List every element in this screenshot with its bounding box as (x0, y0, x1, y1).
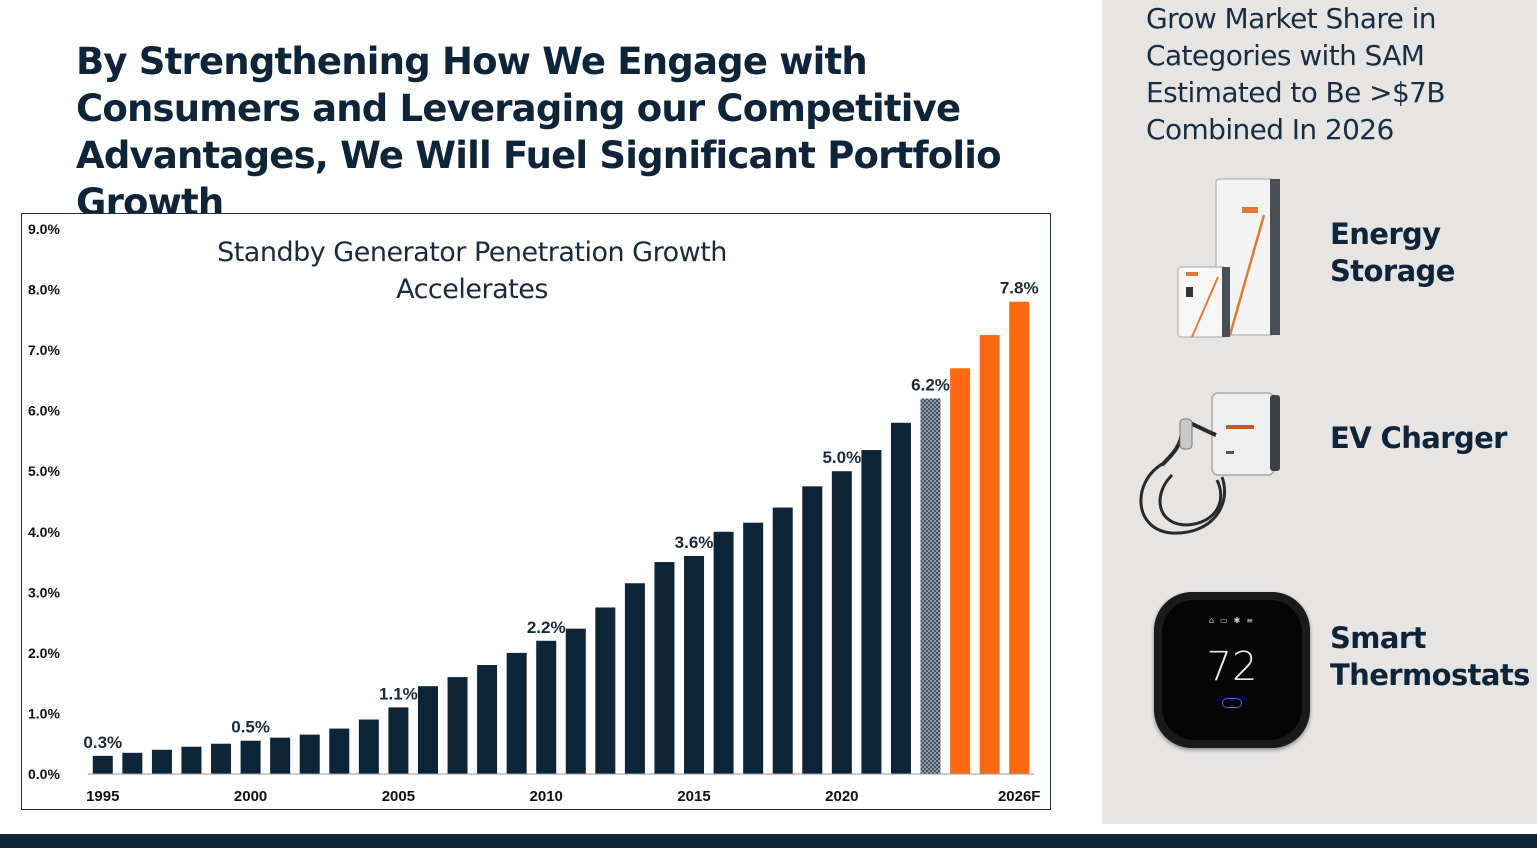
data-label: 2.2% (527, 618, 566, 637)
bar-2026F (1009, 301, 1030, 774)
data-label: 1.1% (379, 684, 418, 703)
data-label: 5.0% (822, 448, 861, 467)
category-smart-thermostats: Smart Thermostats (1330, 621, 1530, 692)
bar-2001 (270, 737, 291, 774)
ev-charger-icon (1139, 392, 1280, 535)
x-tick-label: 2010 (530, 788, 563, 805)
bar-2022 (890, 422, 911, 774)
bar-2018 (772, 507, 793, 774)
x-axis: 1995 2000 2005 2010 2015 2020 2026F (86, 773, 1041, 805)
bar-2024 (950, 368, 971, 774)
bar-2008 (477, 665, 498, 774)
y-tick-label: 9.0% (28, 221, 60, 237)
data-labels: 0.3% 0.5% 1.1% 2.2% 3.6% 5.0% 6.2% 7.8% (83, 279, 1038, 752)
penetration-chart: 0.0% 1.0% 2.0% 3.0% 4.0% 5.0% 6.0% 7.0% 8.0% 9.0%… (21, 213, 1051, 810)
bar-1998 (181, 746, 202, 774)
bar-2010 (536, 640, 557, 774)
bar-2021 (861, 450, 882, 774)
panel-heading: Grow Market Share in Categories with SAM… (1146, 2, 1446, 146)
x-tick-label: 2015 (677, 788, 710, 805)
data-label: 7.8% (1000, 279, 1039, 298)
bar-2020 (831, 471, 852, 774)
bar-1997 (151, 749, 172, 774)
data-label: 6.2% (911, 376, 950, 395)
data-label: 3.6% (675, 533, 714, 552)
x-tick-label: 1995 (86, 788, 119, 805)
bar-2004 (358, 719, 379, 774)
y-tick-label: 2.0% (28, 645, 60, 661)
y-tick-label: 5.0% (28, 463, 60, 479)
chart-title: Standby Generator Penetration Growth Acc… (217, 237, 727, 305)
bar-2013 (624, 583, 645, 774)
bar-2023 (920, 398, 941, 774)
x-tick-label: 2000 (234, 788, 267, 805)
y-tick-label: 6.0% (28, 403, 60, 419)
bar-2017 (743, 522, 764, 774)
bar-2006 (417, 686, 438, 774)
bar-2015 (684, 556, 705, 774)
bar-1999 (211, 743, 232, 774)
bar-1995 (92, 755, 113, 774)
bar-2014 (654, 562, 675, 774)
x-tick-label: 2020 (825, 788, 858, 805)
category-ev-charger: EV Charger (1330, 421, 1507, 455)
y-tick-label: 8.0% (28, 282, 60, 298)
bar-series (92, 301, 1030, 774)
bar-2000 (240, 740, 261, 774)
battery-storage-icon (1177, 178, 1280, 338)
y-tick-label: 4.0% (28, 524, 60, 540)
bar-2012 (595, 607, 616, 774)
bar-1996 (122, 752, 143, 774)
bar-2025 (979, 334, 1000, 774)
chart-canvas: 0.0% 1.0% 2.0% 3.0% 4.0% 5.0% 6.0% 7.0% 8.0% 9.0%… (28, 221, 1041, 805)
bar-2019 (802, 486, 823, 774)
thermostat-temperature: 72 (1206, 644, 1258, 690)
data-label: 0.3% (83, 733, 122, 752)
y-tick-label: 1.0% (28, 705, 60, 721)
category-energy-storage: Energy Storage (1330, 217, 1455, 288)
bar-2009 (506, 652, 527, 774)
footer-bar (0, 824, 1537, 848)
bar-2011 (565, 628, 586, 774)
bar-2002 (299, 734, 320, 774)
category-panel: Grow Market Share in Categories with SAM… (1102, 0, 1537, 824)
thermostat-icon: ⌂▭✱≡ 72 (1154, 592, 1310, 748)
y-axis: 0.0% 1.0% 2.0% 3.0% 4.0% 5.0% 6.0% 7.0% 8.0% 9.0% (28, 221, 60, 782)
y-tick-label: 3.0% (28, 584, 60, 600)
y-tick-label: 0.0% (28, 766, 60, 782)
footer-band (0, 834, 1537, 848)
bar-2016 (713, 531, 734, 774)
data-label: 0.5% (231, 718, 270, 737)
page-headline: By Strengthening How We Engage with Cons… (76, 40, 1002, 224)
x-tick-label: 2005 (382, 788, 415, 805)
y-tick-label: 7.0% (28, 342, 60, 358)
bar-2007 (447, 677, 468, 774)
x-tick-label: 2026F (998, 788, 1041, 805)
bar-2003 (329, 728, 350, 774)
bar-2005 (388, 707, 409, 774)
